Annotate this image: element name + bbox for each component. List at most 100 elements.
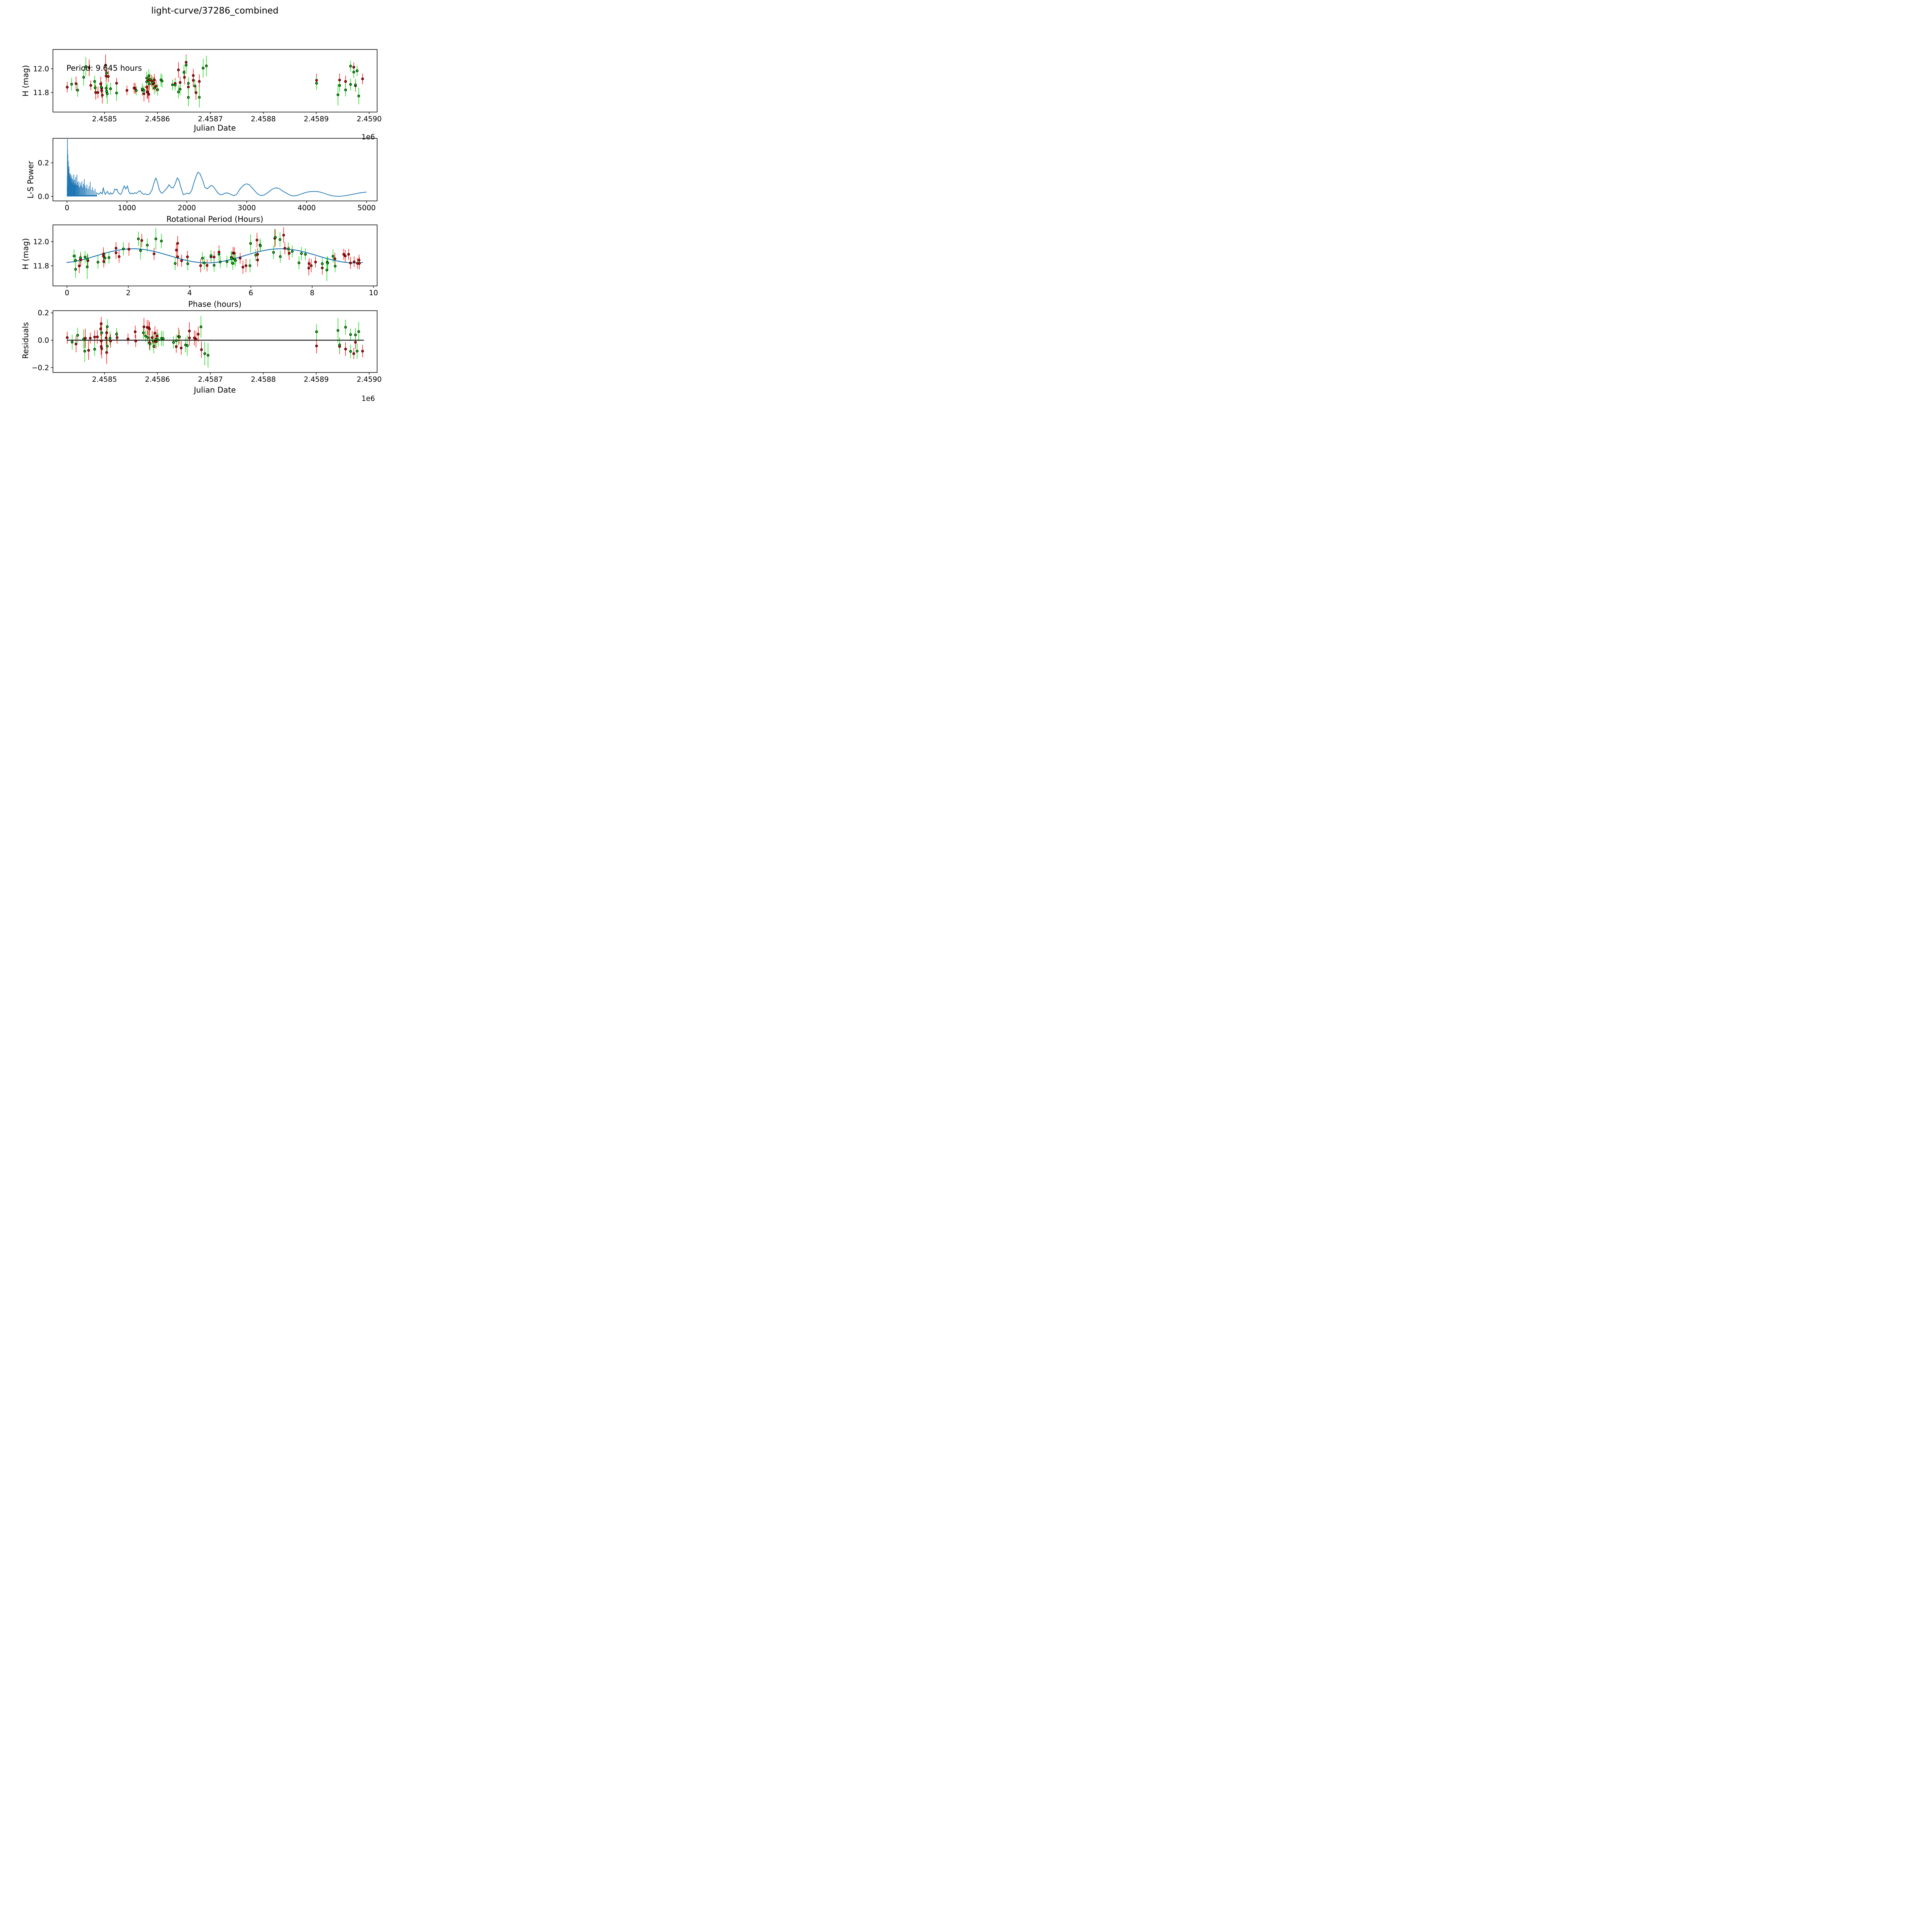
phase-x-axis-label: Phase (hours) [188,299,242,309]
red-data-point [105,351,108,354]
green-data-point [355,350,359,353]
red-data-point [187,85,190,88]
red-data-point [105,331,108,334]
red-data-point [194,338,197,341]
red-data-point [321,267,324,269]
red-data-point [109,340,112,343]
green-data-point [109,87,112,90]
red-data-point [153,332,156,335]
red-data-point [156,335,159,338]
red-data-point [147,93,150,96]
red-data-point [198,80,201,83]
red-data-point [192,74,195,77]
green-data-point [298,261,301,264]
phase-panel-data [66,227,363,281]
x-tick-label: 2.4589 [304,115,329,123]
green-data-point [325,269,328,272]
red-data-point [197,333,200,336]
red-data-point [102,252,105,255]
red-data-point [146,90,149,94]
y-tick-label: 0.0 [38,193,49,201]
x-tick-label: 4000 [298,204,316,212]
red-data-point [89,337,92,340]
green-data-point [171,83,174,86]
x-tick-label: 8 [310,289,315,297]
green-data-point [76,88,79,92]
red-data-point [186,255,189,259]
green-data-point [321,262,324,265]
green-data-point [145,80,148,83]
red-data-point [179,81,182,84]
red-data-point [143,92,145,95]
red-data-point [99,327,102,330]
light-curve-panel-frame [53,49,378,112]
lightcurve-x-axis-label: Julian Date [194,123,236,133]
green-data-point [187,82,190,85]
green-data-point [249,242,252,245]
red-data-point [315,344,318,347]
green-data-point [79,256,82,259]
red-data-point [115,82,118,85]
green-data-point [287,247,290,250]
red-data-point [75,82,78,85]
red-data-point [347,253,350,256]
green-data-point [142,331,145,334]
green-data-point [139,249,142,252]
red-data-point [88,66,91,69]
red-data-point [245,264,248,267]
x-tick-label: 2.4588 [251,115,276,123]
red-data-point [352,352,355,355]
green-data-point [349,83,352,86]
x-tick-label: 0 [65,289,70,297]
x-tick-label: 2.4587 [198,115,223,123]
red-data-point [66,86,69,89]
green-data-point [193,85,196,88]
red-data-point [148,327,151,330]
green-data-point [74,268,77,271]
period-annotation: Period: 9.645 hours [66,63,142,73]
red-data-point [126,89,128,92]
red-data-point [93,335,96,338]
green-data-point [230,257,233,260]
green-data-point [338,344,341,346]
red-data-point [194,91,197,94]
green-data-point [162,337,165,340]
red-data-point [183,76,186,79]
green-data-point [76,334,79,337]
green-data-point [259,244,262,247]
green-data-point [185,64,188,67]
phase-panel-frame [53,224,378,286]
green-data-point [349,333,352,336]
green-data-point [199,325,202,328]
green-data-point [104,257,107,260]
red-data-point [361,77,364,80]
red-data-point [199,264,202,267]
red-data-point [200,348,203,351]
green-data-point [357,330,360,333]
lightcurve-y-axis-label: H (mag) [21,65,30,97]
green-data-point [206,354,209,357]
green-data-point [105,71,108,75]
green-data-point [109,337,112,340]
green-data-point [248,264,252,267]
green-data-point [205,65,208,67]
red-data-point [114,247,117,250]
green-data-point [182,71,185,74]
chart-canvas: 2.4585 2.4586 2.4587 2.4588 2.4589 2.4590 12.0… [32,49,382,384]
y-tick-label: 12.0 [33,238,49,246]
y-tick-label: 11.8 [33,262,49,270]
red-data-point [66,336,69,339]
red-data-point [134,330,137,333]
x-tick-label: 10 [369,289,378,297]
green-data-point [337,329,340,332]
green-data-point [115,333,118,336]
green-data-point [173,262,177,265]
figure-title: light-curve/37286_combined [151,6,279,16]
y-tick-label: 11.8 [33,89,49,97]
green-data-point [153,87,156,90]
red-data-point [134,87,137,90]
green-data-point [97,261,99,264]
green-data-point [106,345,109,348]
red-data-point [192,79,195,82]
red-data-point [213,255,216,259]
